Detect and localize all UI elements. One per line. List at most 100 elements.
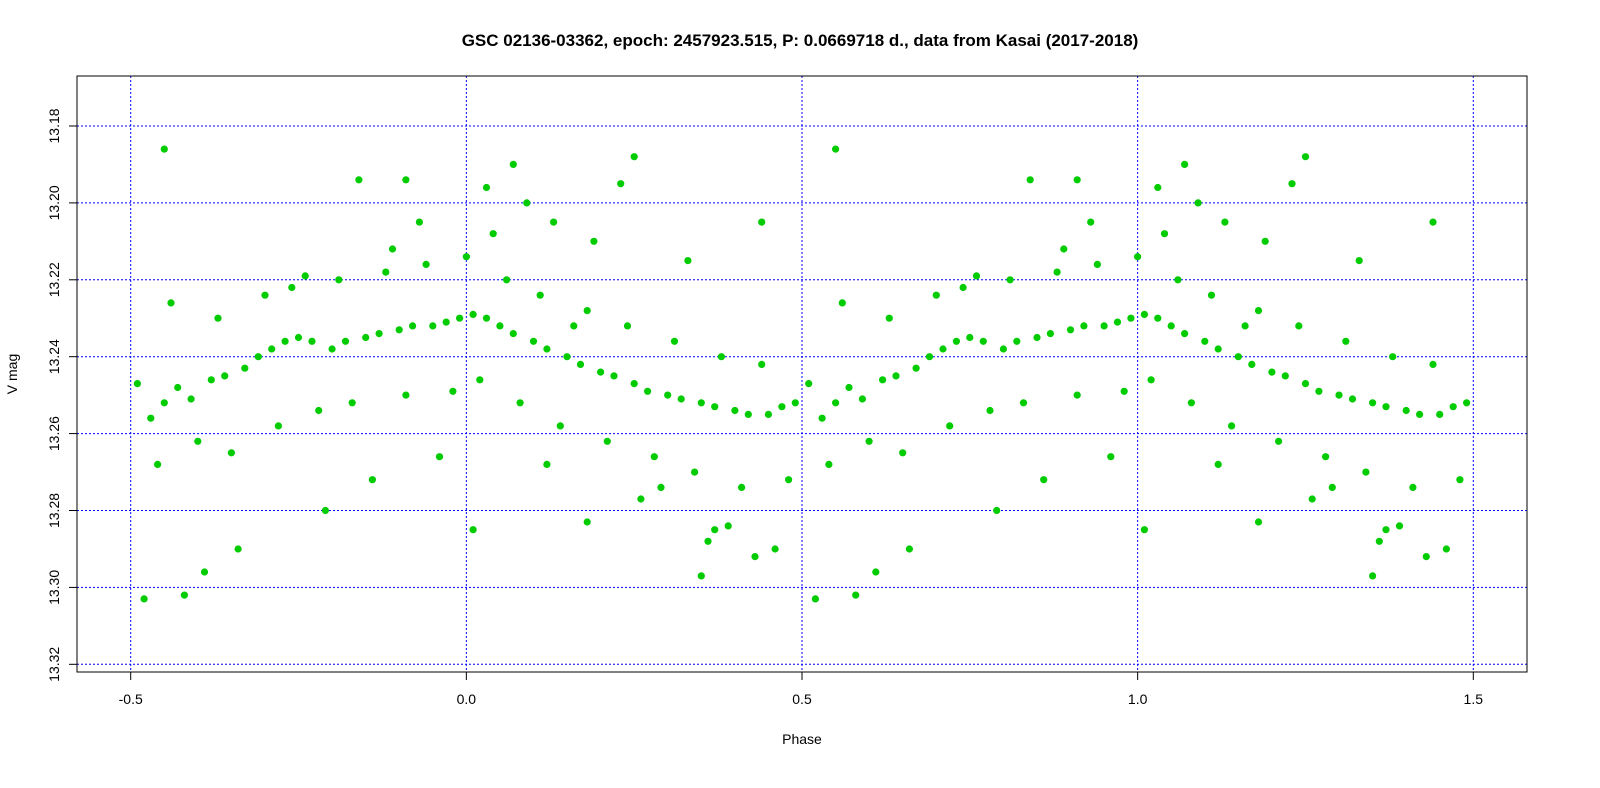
data-point: [1073, 391, 1081, 399]
data-point: [221, 372, 229, 380]
data-point: [556, 422, 564, 430]
x-axis: -0.5 0.0 0.5 1.0 1.5: [119, 672, 1483, 707]
data-point: [986, 406, 994, 415]
data-point: [147, 414, 155, 422]
data-point: [858, 395, 867, 403]
y-axis: 13.18 13.20 13.22 13.24 13.26 13.28 13.30 13.32: [46, 108, 77, 682]
data-point: [1254, 307, 1263, 315]
data-point: [758, 360, 766, 368]
x-tick-label: 0.5: [792, 691, 812, 707]
data-point: [993, 506, 1001, 515]
data-point: [1033, 333, 1041, 342]
data-point: [1369, 399, 1377, 407]
data-point: [905, 545, 914, 553]
data-point: [637, 495, 645, 503]
data-point: [657, 483, 665, 491]
data-point: [234, 545, 242, 553]
data-point: [160, 399, 168, 407]
data-point: [1040, 476, 1048, 484]
data-point: [261, 291, 269, 299]
data-point: [1181, 330, 1189, 338]
data-point: [670, 337, 679, 345]
data-point: [1207, 291, 1216, 299]
data-point: [415, 218, 423, 226]
data-point: [617, 180, 625, 188]
data-point: [1013, 337, 1021, 345]
data-point: [644, 387, 652, 395]
data-point: [583, 307, 591, 315]
data-point: [1167, 322, 1175, 330]
data-point: [496, 322, 504, 330]
data-point: [476, 376, 484, 384]
data-point: [959, 283, 967, 292]
data-point: [1066, 326, 1075, 334]
data-point: [1228, 422, 1236, 430]
data-point: [1335, 391, 1343, 399]
data-point: [1315, 387, 1323, 395]
data-point: [1409, 483, 1417, 491]
y-tick-label: 13.18: [46, 108, 62, 143]
grid-lines: [77, 76, 1527, 672]
data-point: [832, 399, 840, 407]
data-point: [664, 391, 672, 399]
data-point: [1281, 372, 1289, 380]
data-point: [1322, 453, 1330, 461]
data-point: [174, 383, 182, 392]
data-point: [932, 291, 940, 299]
data-point: [301, 272, 309, 280]
data-point: [180, 591, 188, 599]
data-point: [778, 403, 786, 411]
data-point: [1422, 553, 1430, 561]
data-points: [133, 145, 1471, 603]
data-point: [489, 230, 497, 238]
y-tick-label: 13.26: [46, 416, 62, 451]
data-point: [1194, 199, 1202, 207]
data-point: [912, 364, 920, 372]
data-point: [388, 245, 397, 253]
data-point: [1402, 406, 1410, 415]
data-point: [355, 176, 363, 184]
data-point: [697, 399, 705, 407]
data-point: [1107, 453, 1115, 461]
data-point: [167, 299, 175, 307]
data-point: [154, 460, 162, 468]
data-point: [482, 183, 491, 192]
y-tick-label: 13.32: [46, 647, 62, 682]
data-point: [711, 403, 719, 411]
data-point: [711, 526, 719, 534]
data-point: [852, 591, 860, 599]
data-point: [1113, 318, 1122, 326]
data-point: [1342, 337, 1350, 345]
data-point: [348, 399, 356, 407]
data-point: [281, 337, 289, 345]
data-point: [435, 453, 444, 461]
data-point: [254, 353, 262, 361]
data-point: [274, 422, 282, 430]
data-point: [1073, 176, 1081, 184]
data-point: [1187, 399, 1195, 407]
data-point: [536, 291, 544, 299]
data-point: [160, 145, 168, 153]
data-point: [1160, 230, 1169, 238]
data-point: [791, 399, 799, 407]
data-point: [952, 337, 961, 345]
data-point: [1301, 380, 1310, 388]
data-point: [1248, 360, 1256, 368]
data-point: [603, 437, 611, 445]
data-point: [1382, 526, 1390, 534]
data-point: [321, 506, 329, 515]
x-axis-label: Phase: [782, 731, 822, 747]
y-tick-label: 13.22: [46, 262, 62, 297]
data-point: [979, 337, 987, 345]
data-point: [1140, 310, 1148, 318]
data-point: [744, 410, 752, 418]
data-point: [442, 318, 450, 326]
data-point: [422, 260, 430, 268]
data-point: [697, 572, 705, 580]
data-point: [1362, 468, 1370, 476]
data-point: [1154, 183, 1162, 192]
data-point: [1328, 483, 1336, 491]
data-point: [832, 145, 840, 153]
data-point: [268, 345, 276, 353]
